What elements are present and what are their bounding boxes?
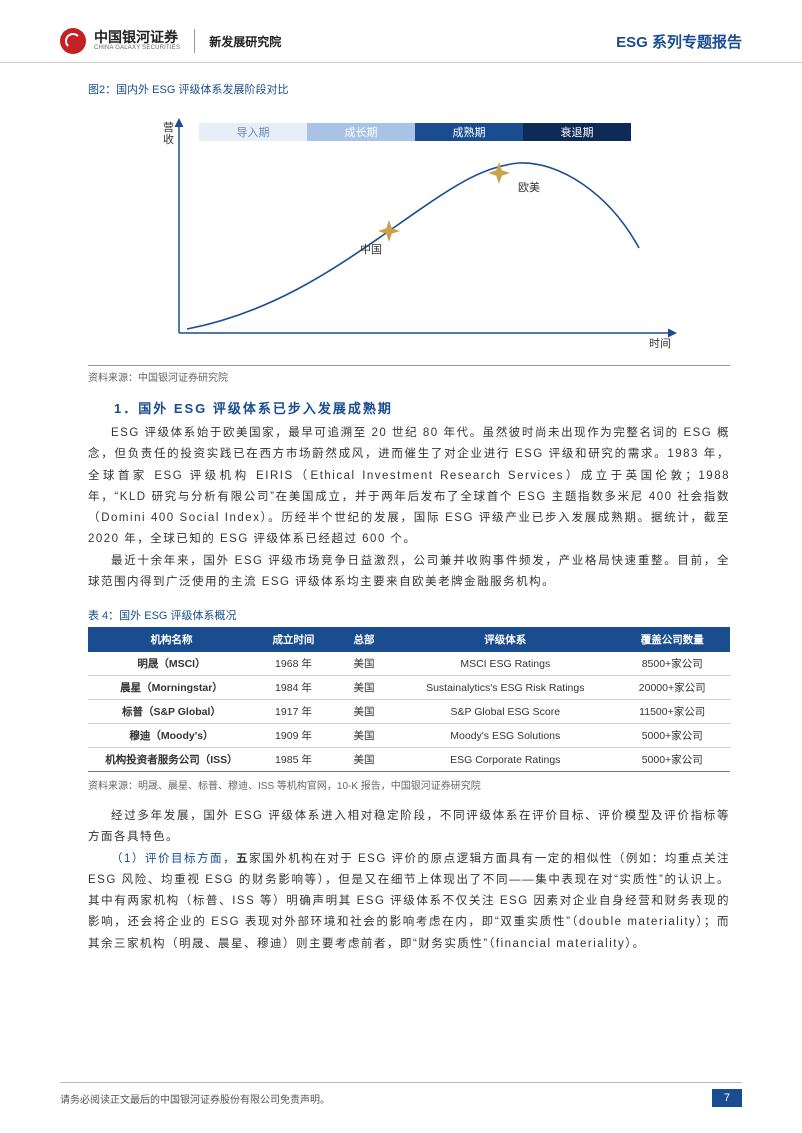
table-cell: 机构投资者服务公司（ISS） [88,748,255,772]
table-cell: 20000+家公司 [614,676,730,700]
svg-text:中国: 中国 [360,243,382,256]
table-cell: 美国 [332,724,396,748]
figure-source: 资料来源：中国银河证券研究院 [88,365,730,384]
table-header-cell: 覆盖公司数量 [614,627,730,652]
figure-caption: 图2：国内外 ESG 评级体系发展阶段对比 [88,81,730,97]
table-cell: S&P Global ESG Score [396,700,614,724]
table-cell: 穆迪（Moody's） [88,724,255,748]
table-cell: Sustainalytics's ESG Risk Ratings [396,676,614,700]
logo-icon [60,28,86,54]
table-row: 晨星（Morningstar）1984 年美国Sustainalytics's … [88,676,730,700]
table-row: 穆迪（Moody's）1909 年美国Moody's ESG Solutions… [88,724,730,748]
section-1-para-2: 最近十余年来，国外 ESG 评级市场竞争日益激烈，公司兼并收购事件频发，产业格局… [88,551,730,594]
table-header-cell: 总部 [332,627,396,652]
svg-text:衰退期: 衰退期 [561,125,594,139]
table-caption: 表 4：国外 ESG 评级体系概况 [88,607,730,623]
table-cell: MSCI ESG Ratings [396,652,614,676]
table-header-cell: 机构名称 [88,627,255,652]
logo-en: CHINA GALAXY SECURITIES [94,45,180,52]
logo-sub: 新发展研究院 [209,33,281,50]
table-cell: 5000+家公司 [614,724,730,748]
table-source: 资料来源：明晟、晨星、标普、穆迪、ISS 等机构官网，10-K 报告，中国银河证… [88,774,730,792]
logo-text: 中国银河证券 CHINA GALAXY SECURITIES [94,30,180,52]
logo-divider [194,29,195,53]
table-header-cell: 评级体系 [396,627,614,652]
lifecycle-chart: 导入期 成长期 成熟期 衰退期 营收 时间 中国 欧美 [119,103,699,363]
table-cell: 1985 年 [255,748,332,772]
page-number: 7 [712,1089,742,1107]
table-cell: 明晟（MSCI） [88,652,255,676]
table-row: 标普（S&P Global）1917 年美国S&P Global ESG Sco… [88,700,730,724]
para-2-blue: （1）评价目标方面， [111,853,236,865]
svg-text:成熟期: 成熟期 [453,125,486,139]
table-cell: 8500+家公司 [614,652,730,676]
section-1-para-1: ESG 评级体系始于欧美国家，最早可追溯至 20 世纪 80 年代。虽然彼时尚未… [88,423,730,551]
table-cell: 标普（S&P Global） [88,700,255,724]
para-2-rest: 家国外机构在对于 ESG 评价的原点逻辑方面具有一定的相似性（例如：均重点关注 … [88,853,730,950]
table-cell: 1909 年 [255,724,332,748]
table-header-row: 机构名称成立时间总部评级体系覆盖公司数量 [88,627,730,652]
table-cell: 晨星（Morningstar） [88,676,255,700]
table-cell: 美国 [332,676,396,700]
report-series-title: ESG 系列专题报告 [616,31,742,52]
svg-text:欧美: 欧美 [518,181,540,194]
table-cell: ESG Corporate Ratings [396,748,614,772]
x-axis-label: 时间 [649,337,671,350]
table-row: 机构投资者服务公司（ISS）1985 年美国ESG Corporate Rati… [88,748,730,772]
table-cell: 1917 年 [255,700,332,724]
disclaimer-text: 请务必阅读正文最后的中国银河证券股份有限公司免责声明。 [60,1091,330,1106]
svg-text:成长期: 成长期 [345,126,378,139]
table-cell: 美国 [332,652,396,676]
table-cell: 11500+家公司 [614,700,730,724]
esg-providers-table: 机构名称成立时间总部评级体系覆盖公司数量 明晟（MSCI）1968 年美国MSC… [88,627,730,772]
logo-block: 中国银河证券 CHINA GALAXY SECURITIES 新发展研究院 [60,28,281,54]
lifecycle-chart-svg: 导入期 成长期 成熟期 衰退期 营收 时间 中国 欧美 [119,103,699,363]
section-2-para-1: 经过多年发展，国外 ESG 评级体系进入相对稳定阶段，不同评级体系在评价目标、评… [88,806,730,849]
table-cell: Moody's ESG Solutions [396,724,614,748]
table-cell: 1968 年 [255,652,332,676]
table-row: 明晟（MSCI）1968 年美国MSCI ESG Ratings8500+家公司 [88,652,730,676]
para-2-bold: 五 [236,853,249,865]
table-body: 明晟（MSCI）1968 年美国MSCI ESG Ratings8500+家公司… [88,652,730,772]
table-cell: 美国 [332,748,396,772]
logo-cn: 中国银河证券 [94,30,180,45]
table-cell: 1984 年 [255,676,332,700]
section-2-para-2: （1）评价目标方面，五家国外机构在对于 ESG 评价的原点逻辑方面具有一定的相似… [88,849,730,955]
page-footer: 请务必阅读正文最后的中国银河证券股份有限公司免责声明。 7 [60,1082,742,1107]
table-cell: 美国 [332,700,396,724]
table-cell: 5000+家公司 [614,748,730,772]
y-axis-label: 营收 [163,120,174,146]
svg-text:导入期: 导入期 [237,126,270,139]
page-content: 图2：国内外 ESG 评级体系发展阶段对比 导入期 成长期 成熟期 衰退期 营收 时间… [0,81,802,955]
table-header-cell: 成立时间 [255,627,332,652]
section-1-title: 1．国外 ESG 评级体系已步入发展成熟期 [88,398,730,417]
page-header: 中国银河证券 CHINA GALAXY SECURITIES 新发展研究院 ES… [0,0,802,63]
